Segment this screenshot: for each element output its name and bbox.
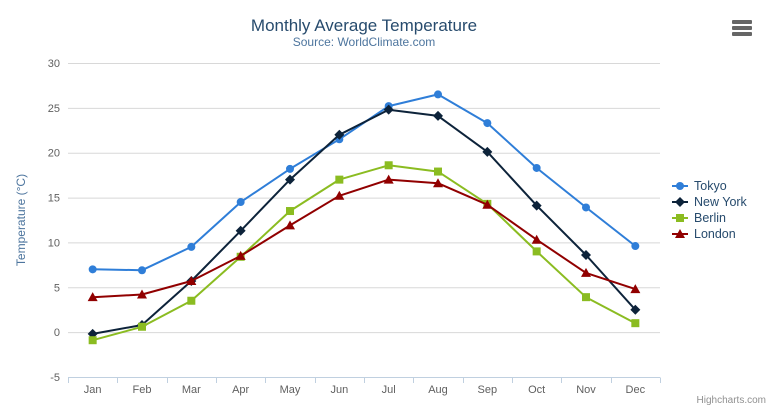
legend-item-tokyo[interactable]: Tokyo bbox=[672, 179, 727, 193]
data-point-new-york bbox=[383, 104, 394, 115]
data-point-berlin bbox=[532, 247, 541, 256]
x-tick-label: Dec bbox=[626, 384, 646, 396]
x-tick-label: Sep bbox=[478, 384, 498, 396]
data-point-new-york bbox=[285, 174, 295, 185]
x-tick-label: Nov bbox=[576, 384, 596, 396]
x-tick-label: Jul bbox=[382, 384, 396, 396]
data-point-berlin bbox=[631, 319, 640, 328]
y-tick-label: 10 bbox=[48, 237, 60, 249]
y-gridlines bbox=[68, 63, 660, 378]
legend-square-icon bbox=[676, 214, 684, 222]
data-point-tokyo bbox=[532, 163, 541, 172]
data-point-london bbox=[531, 234, 542, 244]
x-tick-label: Feb bbox=[133, 384, 152, 396]
x-tick-label: Apr bbox=[232, 384, 249, 396]
data-point-tokyo bbox=[236, 198, 245, 207]
series-tokyo bbox=[88, 90, 640, 275]
x-tick-label: Aug bbox=[428, 384, 448, 396]
y-tick-label: 5 bbox=[54, 282, 60, 294]
data-point-berlin bbox=[138, 322, 146, 331]
data-point-tokyo bbox=[88, 265, 97, 274]
data-point-new-york bbox=[482, 146, 493, 157]
y-tick-label: 30 bbox=[48, 58, 60, 70]
data-point-tokyo bbox=[286, 164, 294, 173]
data-point-new-york bbox=[531, 200, 542, 211]
data-point-berlin bbox=[335, 175, 344, 184]
y-tick-label: 15 bbox=[48, 193, 60, 205]
data-point-london bbox=[630, 284, 641, 294]
data-point-berlin bbox=[187, 296, 196, 305]
data-point-berlin bbox=[582, 293, 590, 302]
data-point-london bbox=[383, 174, 394, 184]
data-point-london bbox=[285, 220, 295, 230]
data-point-berlin bbox=[384, 161, 393, 170]
x-tick-label: Mar bbox=[182, 384, 201, 396]
data-point-london bbox=[581, 267, 591, 277]
hamburger-menu-icon bbox=[732, 20, 752, 36]
data-point-tokyo bbox=[187, 242, 196, 251]
data-point-london bbox=[482, 199, 493, 209]
y-axis-title: Temperature (°C) bbox=[14, 174, 28, 266]
export-menu-button[interactable] bbox=[729, 17, 755, 39]
data-point-berlin bbox=[434, 167, 442, 176]
series-new-york bbox=[87, 104, 641, 339]
legend-triangle-icon bbox=[675, 229, 685, 238]
data-point-london bbox=[186, 276, 197, 286]
data-point-new-york bbox=[235, 225, 246, 236]
data-point-new-york bbox=[433, 110, 443, 121]
legend-diamond-icon bbox=[675, 197, 685, 207]
legend-label: Tokyo bbox=[694, 179, 727, 193]
data-point-tokyo bbox=[483, 119, 492, 128]
series-line-london bbox=[91, 178, 637, 299]
x-tick-label: May bbox=[280, 384, 301, 396]
x-tick-label: Jun bbox=[330, 384, 348, 396]
data-point-london bbox=[433, 178, 443, 188]
data-point-tokyo bbox=[434, 90, 442, 99]
data-point-london bbox=[137, 289, 147, 299]
data-point-new-york bbox=[630, 304, 641, 315]
series-group bbox=[87, 90, 641, 345]
highcharts-credits-link[interactable]: Highcharts.com bbox=[696, 395, 766, 406]
series-line-berlin bbox=[91, 164, 637, 342]
chart-subtitle: Source: WorldClimate.com bbox=[293, 35, 436, 49]
data-point-new-york bbox=[581, 249, 591, 260]
y-tick-label: 20 bbox=[48, 148, 60, 160]
chart-title: Monthly Average Temperature bbox=[251, 16, 477, 35]
y-axis-labels: -5 0 5 10 15 20 25 30 bbox=[48, 58, 60, 384]
data-point-london bbox=[87, 292, 98, 302]
legend-item-berlin[interactable]: Berlin bbox=[672, 211, 726, 225]
x-tick-label: Jan bbox=[84, 384, 102, 396]
x-axis: Jan Feb Mar Apr May Jun Jul Aug Sep Oct Nov Dec bbox=[68, 377, 661, 396]
legend-label: London bbox=[694, 227, 736, 241]
y-tick-label: 0 bbox=[54, 327, 60, 339]
x-tick-label: Oct bbox=[528, 384, 545, 396]
legend-label: Berlin bbox=[694, 211, 726, 225]
data-point-tokyo bbox=[138, 266, 146, 275]
legend-item-london[interactable]: London bbox=[672, 227, 736, 241]
legend-circle-icon bbox=[676, 182, 684, 190]
series-line-tokyo bbox=[91, 93, 637, 272]
data-point-tokyo bbox=[631, 242, 640, 251]
data-point-berlin bbox=[88, 336, 97, 345]
data-point-london bbox=[235, 250, 246, 260]
data-point-berlin bbox=[286, 207, 294, 216]
legend: Tokyo New York Berlin London bbox=[672, 179, 748, 241]
data-point-tokyo bbox=[582, 203, 590, 212]
series-line-new-york bbox=[91, 108, 637, 335]
data-point-new-york bbox=[334, 129, 345, 140]
data-point-london bbox=[334, 190, 345, 200]
y-tick-label: 25 bbox=[48, 103, 60, 115]
series-london bbox=[87, 174, 641, 302]
legend-label: New York bbox=[694, 195, 748, 209]
legend-item-new-york[interactable]: New York bbox=[672, 195, 748, 209]
y-tick-label: -5 bbox=[50, 372, 60, 384]
